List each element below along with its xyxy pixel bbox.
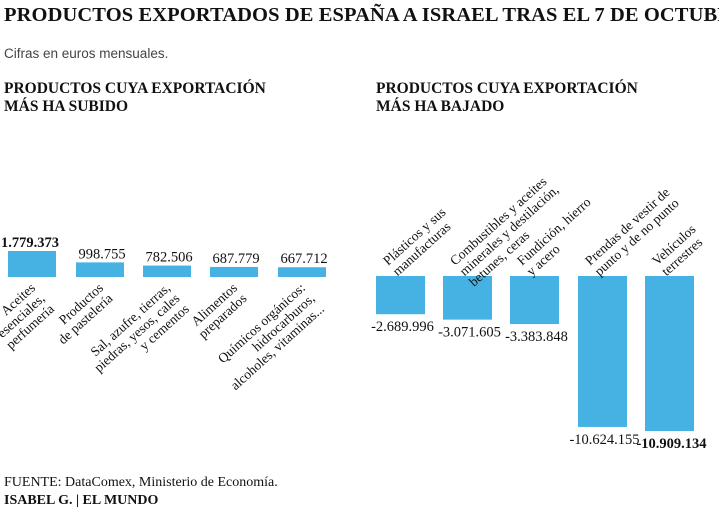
rise-value-label: 687.779 <box>212 251 259 267</box>
fall-value-label: -10.909.134 <box>636 436 706 452</box>
rise-bar <box>210 266 258 277</box>
fall-bar <box>376 276 425 315</box>
rise-bar <box>8 251 56 277</box>
source-note: FUENTE: DataComex, Ministerio de Economí… <box>4 475 278 490</box>
chart-title: PRODUCTOS EXPORTADOS DE ESPAÑA A ISRAEL … <box>4 4 719 26</box>
fall-bar <box>578 276 627 427</box>
fall-value-label: -2.689.996 <box>371 319 434 335</box>
fall-value-label: -10.624.155 <box>569 432 639 448</box>
fall-category-label: Vehículosterrestres <box>649 221 708 278</box>
rise-bar <box>143 265 191 277</box>
rise-value-label: 1.779.373 <box>1 235 59 251</box>
fall-bar <box>645 276 694 431</box>
fall-section-title: PRODUCTOS CUYA EXPORTACIÓN MÁS HA BAJADO <box>376 80 638 116</box>
fall-value-label: -3.071.605 <box>438 325 501 341</box>
fall-bar <box>510 276 559 325</box>
rise-category-label: Aceitesesenciales,perfumería <box>0 280 57 352</box>
rise-title-line-2: MÁS HA SUBIDO <box>4 98 129 115</box>
fall-title-line-2: MÁS HA BAJADO <box>376 98 505 115</box>
rise-bar <box>76 262 124 277</box>
fall-bar <box>443 276 492 320</box>
chart-subtitle: Cifras en euros mensuales. <box>4 46 169 61</box>
rise-title-line-1: PRODUCTOS CUYA EXPORTACIÓN <box>4 80 266 97</box>
credit-line: ISABEL G. | EL MUNDO <box>4 493 159 508</box>
rise-bar <box>278 267 326 277</box>
fall-title-line-1: PRODUCTOS CUYA EXPORTACIÓN <box>376 80 638 97</box>
rise-value-label: 998.755 <box>78 246 125 262</box>
rise-value-label: 667.712 <box>280 251 327 267</box>
rise-value-label: 782.506 <box>145 250 192 266</box>
fall-category-label: Plásticos y susmanufacturas <box>380 204 458 278</box>
footer: FUENTE: DataComex, Ministerio de Economí… <box>4 474 278 510</box>
rise-section-title: PRODUCTOS CUYA EXPORTACIÓN MÁS HA SUBIDO <box>4 80 266 116</box>
fall-value-label: -3.383.848 <box>505 329 568 345</box>
